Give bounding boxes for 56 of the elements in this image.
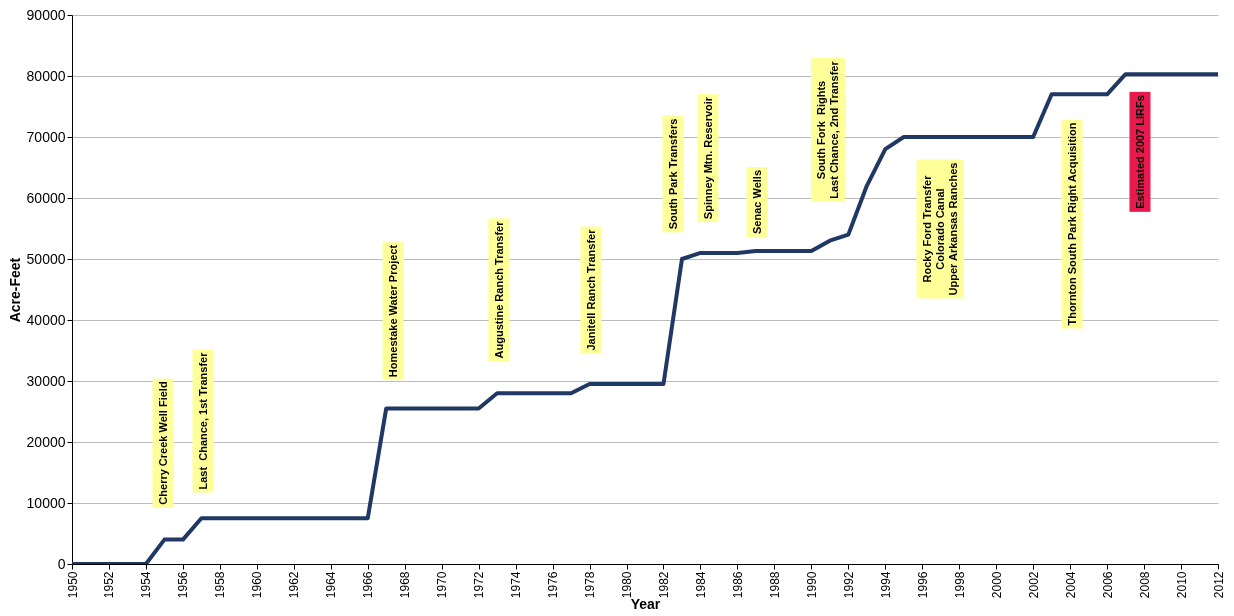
- y-tick-label: 20000: [26, 433, 66, 450]
- annotation: Rocky Ford Transfer Colorado Canal Upper Arkansas Ranches: [916, 159, 964, 299]
- y-tick-label: 60000: [26, 189, 66, 206]
- x-tick-label: 1954: [139, 571, 154, 599]
- x-tick-label: 1962: [287, 571, 302, 599]
- x-tick-label: 2004: [1063, 571, 1078, 599]
- annotation: South Fork Rights Last Chance, 2nd Transfer: [811, 58, 846, 203]
- y-axis-title: Acre-Feet: [6, 257, 23, 323]
- x-tick-label: 2006: [1100, 571, 1115, 599]
- annotation: South Park Transfers: [662, 115, 683, 233]
- annotation: Homestake Water Project: [382, 242, 404, 381]
- x-tick-label: 1994: [878, 571, 893, 599]
- x-tick-label: 1980: [620, 571, 635, 599]
- annotation: Spinney Mtn. Reservoir: [697, 93, 719, 222]
- x-tick-label: 2012: [1211, 571, 1226, 599]
- y-tick-label: 30000: [26, 372, 66, 389]
- y-tick-label: 40000: [26, 311, 66, 328]
- y-tick-label: 80000: [26, 67, 66, 84]
- x-tick-label: 1992: [841, 571, 856, 599]
- x-tick-label: 1974: [509, 571, 524, 599]
- x-tick-label: 1970: [435, 571, 450, 599]
- x-tick-label: 2008: [1137, 571, 1152, 599]
- x-tick-label: 2000: [989, 571, 1004, 599]
- x-tick-label: 1984: [693, 571, 708, 599]
- x-tick-label: 1966: [361, 571, 376, 599]
- x-tick-label: 1956: [176, 571, 191, 599]
- y-tick-label: 0: [57, 555, 66, 572]
- x-axis-title: Year: [630, 596, 661, 613]
- x-tick-label: 1978: [583, 571, 598, 599]
- x-tick-label: 1976: [546, 571, 561, 599]
- annotation: Cherry Creek Well Field: [152, 378, 174, 508]
- x-tick-label: 1990: [804, 571, 819, 599]
- x-tick-label: 1964: [324, 571, 339, 599]
- annotation: Janitell Ranch Transfer: [580, 225, 602, 354]
- x-tick-label: 1982: [656, 571, 671, 599]
- y-tick-label: 50000: [26, 250, 66, 267]
- annotation: Last Chance, 1st Transfer: [192, 349, 214, 493]
- x-tick-label: 1996: [915, 571, 930, 599]
- y-tick-label: 90000: [26, 6, 66, 23]
- annotation: Augustine Ranch Transfer: [488, 218, 510, 361]
- y-tick-label: 10000: [26, 494, 66, 511]
- x-tick-label: 1998: [952, 571, 967, 599]
- x-tick-label: 1952: [102, 571, 117, 599]
- y-tick-label: 70000: [26, 128, 66, 145]
- annotation: Estimated 2007 LIRFs: [1129, 92, 1151, 213]
- x-tick-label: 1960: [250, 571, 265, 599]
- x-tick-label: 1972: [472, 571, 487, 599]
- x-tick-label: 1958: [213, 571, 228, 599]
- x-tick-label: 1986: [730, 571, 745, 599]
- x-tick-label: 2010: [1174, 571, 1189, 599]
- x-tick-label: 1950: [65, 571, 80, 599]
- annotation: Senac Wells: [746, 166, 768, 237]
- annotation: Thornton South Park Right Acquisition: [1061, 119, 1083, 329]
- x-tick-label: 2002: [1026, 571, 1041, 599]
- x-tick-label: 1968: [398, 571, 413, 599]
- x-tick-label: 1988: [767, 571, 782, 599]
